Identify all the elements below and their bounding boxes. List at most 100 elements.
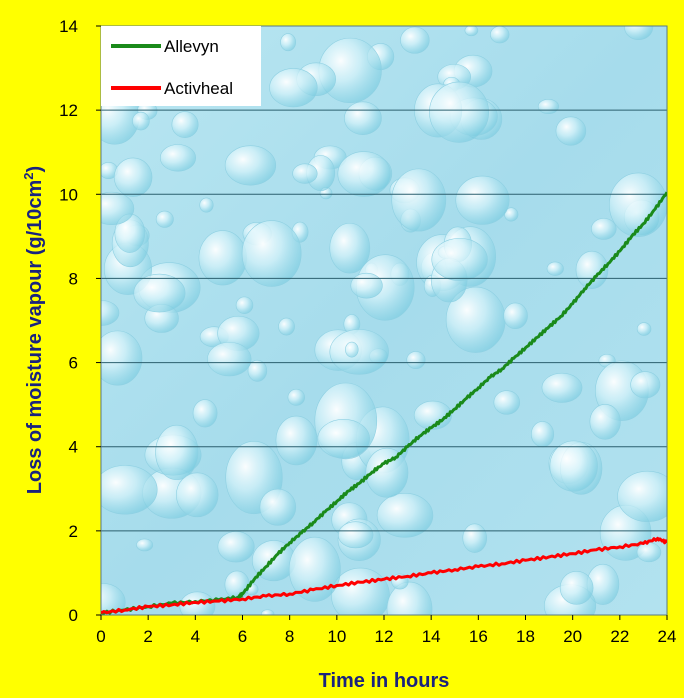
- droplet: [224, 570, 250, 599]
- series-layer: [101, 191, 667, 615]
- y-tick-label: 4: [69, 438, 78, 457]
- droplet: [198, 230, 247, 286]
- legend-label-allevyn: Allevyn: [164, 37, 219, 56]
- droplet: [247, 359, 268, 382]
- droplet: [575, 250, 609, 290]
- droplet: [171, 111, 199, 138]
- droplet: [329, 329, 389, 375]
- droplet: [235, 296, 254, 314]
- droplet: [431, 238, 488, 281]
- droplet: [344, 101, 382, 135]
- droplet: [464, 26, 479, 37]
- droplet: [241, 220, 302, 287]
- droplet: [406, 351, 426, 369]
- y-axis-label-superscript: 2: [21, 172, 36, 179]
- x-tick-label: 18: [516, 627, 535, 646]
- droplet: [317, 419, 370, 459]
- droplet: [260, 609, 275, 615]
- y-axis-ticks: 0 2 4 6 8 10 12 14: [59, 17, 101, 625]
- droplet: [537, 98, 560, 114]
- droplet: [609, 172, 667, 237]
- droplet: [217, 531, 255, 563]
- droplet: [101, 330, 143, 386]
- droplet: [176, 472, 219, 518]
- droplet: [455, 175, 510, 225]
- y-axis-label: Loss of moisture vapour (g/10cm2): [21, 166, 46, 494]
- droplet: [132, 111, 150, 131]
- droplet: [365, 447, 409, 498]
- droplet: [275, 415, 318, 466]
- y-axis-label-main: Loss of moisture vapour (g/10cm: [24, 180, 46, 495]
- droplet: [101, 191, 135, 225]
- droplet: [636, 322, 652, 336]
- legend-box: [101, 26, 261, 106]
- droplet: [589, 404, 621, 440]
- droplet: [288, 536, 341, 602]
- droplet: [376, 493, 434, 538]
- droplet: [207, 341, 252, 377]
- droplet: [136, 538, 154, 552]
- x-tick-label: 16: [469, 627, 488, 646]
- droplet: [329, 222, 371, 274]
- droplet: [617, 470, 667, 523]
- droplet: [101, 583, 126, 615]
- droplet: [546, 261, 564, 276]
- droplet: [549, 440, 598, 492]
- droplet: [429, 81, 490, 143]
- x-tick-label: 8: [285, 627, 294, 646]
- droplet: [559, 571, 594, 605]
- droplet: [337, 151, 391, 197]
- droplet: [155, 424, 199, 480]
- x-tick-label: 12: [375, 627, 394, 646]
- y-tick-label: 14: [59, 17, 78, 36]
- droplet: [391, 168, 447, 232]
- droplet: [269, 68, 318, 108]
- droplet: [624, 26, 654, 41]
- legend: Allevyn Activheal: [101, 26, 261, 106]
- y-tick-label: 6: [69, 354, 78, 373]
- series-line-allevyn: [101, 191, 667, 615]
- x-tick-label: 24: [658, 627, 677, 646]
- droplet: [530, 421, 555, 448]
- droplet: [503, 302, 528, 330]
- droplet: [113, 157, 153, 197]
- droplet: [179, 591, 216, 615]
- droplet: [292, 163, 318, 184]
- droplet: [259, 488, 297, 526]
- droplet: [280, 33, 296, 52]
- droplet: [133, 273, 186, 313]
- y-axis-label-close: ): [24, 166, 46, 173]
- droplet: [224, 145, 277, 186]
- x-axis-label: Time in hours: [319, 670, 450, 692]
- y-tick-label: 8: [69, 269, 78, 288]
- droplet: [400, 26, 430, 54]
- droplet: [462, 523, 488, 553]
- droplet: [386, 581, 433, 615]
- droplet: [490, 26, 510, 44]
- droplet: [101, 465, 158, 515]
- x-tick-label: 20: [563, 627, 582, 646]
- droplet: [159, 144, 196, 172]
- x-tick-label: 10: [327, 627, 346, 646]
- droplet: [493, 390, 521, 415]
- legend-label-activheal: Activheal: [164, 79, 233, 98]
- droplet: [287, 388, 305, 406]
- droplet: [630, 371, 661, 399]
- x-tick-label: 22: [610, 627, 629, 646]
- droplet: [555, 116, 587, 146]
- y-tick-label: 12: [59, 101, 78, 120]
- y-tick-label: 0: [69, 606, 78, 625]
- droplet: [155, 210, 174, 228]
- droplet: [192, 399, 218, 428]
- droplet: [541, 372, 583, 403]
- droplet: [350, 272, 383, 299]
- x-tick-label: 2: [143, 627, 152, 646]
- x-tick-label: 0: [96, 627, 105, 646]
- droplet: [345, 341, 359, 358]
- droplet: [591, 218, 617, 240]
- y-tick-label: 10: [59, 185, 78, 204]
- x-tick-label: 14: [422, 627, 441, 646]
- droplet: [278, 317, 295, 336]
- droplet: [199, 197, 214, 213]
